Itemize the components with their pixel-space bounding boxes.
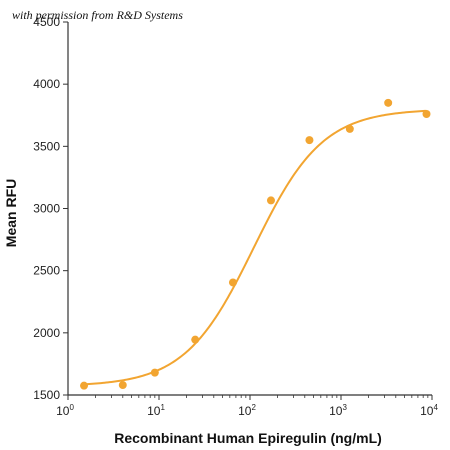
data-point (80, 381, 89, 390)
y-tick-label: 3500 (33, 139, 60, 153)
y-tick-label: 1500 (33, 388, 60, 402)
y-tick-label: 4500 (33, 15, 60, 29)
y-tick-label: 3000 (33, 202, 60, 216)
y-axis: 1500 2000 2500 3000 3500 4000 4500 (33, 15, 69, 402)
y-axis-label: Mean RFU (3, 179, 19, 247)
data-point (345, 124, 354, 133)
data-point (305, 136, 314, 145)
data-point (228, 278, 237, 287)
x-axis: 100 101 102 103 104 (56, 394, 438, 418)
data-point (384, 98, 393, 107)
x-tick-label: 101 (147, 403, 165, 418)
data-point (266, 196, 275, 205)
fit-curve (83, 109, 427, 386)
data-point (422, 110, 431, 119)
y-tick-label: 4000 (33, 77, 60, 91)
x-tick-label: 100 (56, 403, 74, 418)
x-tick-label: 103 (329, 403, 347, 418)
x-axis-label: Recombinant Human Epiregulin (ng/mL) (114, 430, 382, 446)
x-tick-label: 104 (420, 403, 438, 418)
data-point (150, 368, 159, 377)
x-tick-label: 102 (238, 403, 256, 418)
watermark-text: with permission from R&D Systems (12, 8, 183, 22)
data-point (118, 381, 127, 390)
y-tick-label: 2000 (33, 326, 60, 340)
y-tick-label: 2500 (33, 264, 60, 278)
data-points-layer (80, 98, 431, 390)
data-point (191, 335, 200, 344)
fit-curve-layer (83, 109, 427, 386)
